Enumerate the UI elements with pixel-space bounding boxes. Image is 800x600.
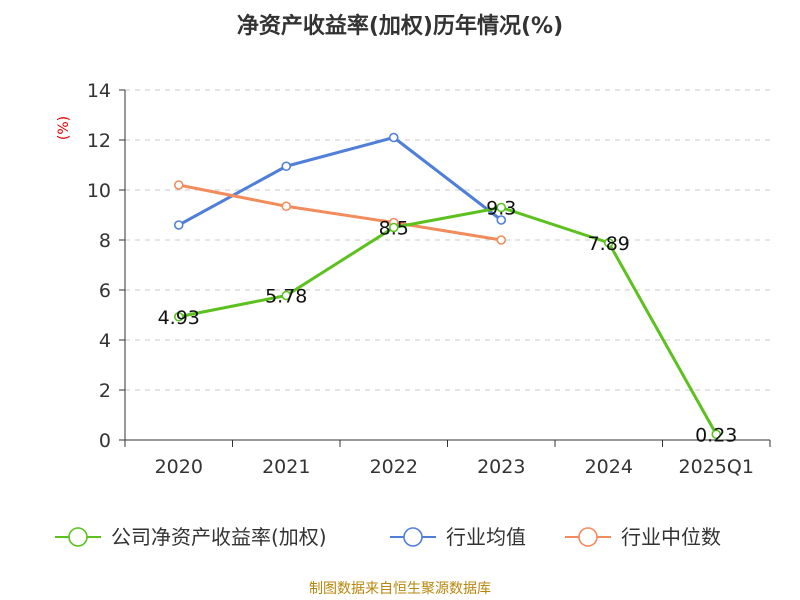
data-label: 5.78: [265, 286, 307, 308]
series-group: [173, 132, 722, 440]
legend-label: 公司净资产收益率(加权): [111, 525, 327, 549]
data-label: 8.5: [379, 218, 409, 240]
y-tick-label: 8: [99, 230, 111, 252]
x-tick-label: 2023: [477, 456, 525, 478]
chart-title: 净资产收益率(加权)历年情况(%): [237, 13, 563, 39]
legend-marker: [578, 527, 598, 547]
x-tick-label: 2024: [585, 456, 633, 478]
legend-item: 行业中位数: [565, 525, 721, 549]
data-labels: 4.93 5.78 8.5 9.3 7.89 0.23: [158, 198, 738, 447]
data-point: [281, 201, 292, 212]
y-tick-label: 14: [87, 80, 111, 102]
y-tick-label: 2: [99, 380, 111, 402]
legend-item: 公司净资产收益率(加权): [55, 525, 327, 549]
legend-label: 行业均值: [446, 525, 526, 549]
series-line: [178, 206, 718, 435]
data-point: [711, 429, 722, 440]
gridlines: [125, 89, 770, 391]
data-point: [281, 290, 292, 301]
data-point: [281, 161, 292, 172]
data-label: 9.3: [486, 198, 516, 220]
series-line: [178, 183, 502, 242]
data-label: 4.93: [158, 307, 200, 329]
y-tick-label: 10: [87, 180, 111, 202]
y-tick-label: 6: [99, 280, 111, 302]
data-point: [496, 202, 507, 213]
legend: 公司净资产收益率(加权) 行业均值 行业中位数: [55, 525, 721, 549]
data-point: [496, 215, 507, 225]
y-tick-label: 12: [87, 130, 111, 152]
x-tick-label: 2025Q1: [679, 456, 754, 478]
legend-marker: [68, 527, 88, 547]
series-0: [173, 202, 722, 440]
data-point: [173, 180, 184, 190]
data-point: [173, 220, 184, 230]
y-tick-label: 4: [99, 330, 111, 352]
x-tick-label: 2020: [155, 456, 203, 478]
x-tick-label: 2021: [262, 456, 310, 478]
y-tick-label: 0: [99, 430, 111, 452]
series-line: [178, 136, 503, 227]
x-tick-label: 2022: [370, 456, 418, 478]
data-label: 7.89: [588, 233, 630, 255]
source-note: 制图数据来自恒生聚源数据库: [309, 581, 491, 597]
y-axis-label: (%): [56, 116, 72, 140]
data-point: [603, 237, 614, 248]
data-point: [388, 222, 399, 233]
axes: 0 2 4 6 8 10 12 14 2020 2021 2022 2023 2024 2025Q1: [87, 80, 771, 478]
legend-marker: [403, 527, 423, 547]
legend-item: 行业均值: [390, 525, 526, 549]
data-point: [496, 235, 507, 245]
data-point: [173, 311, 184, 322]
legend-label: 行业中位数: [621, 525, 721, 549]
data-label: 0.23: [695, 424, 737, 446]
data-point: [388, 132, 399, 143]
